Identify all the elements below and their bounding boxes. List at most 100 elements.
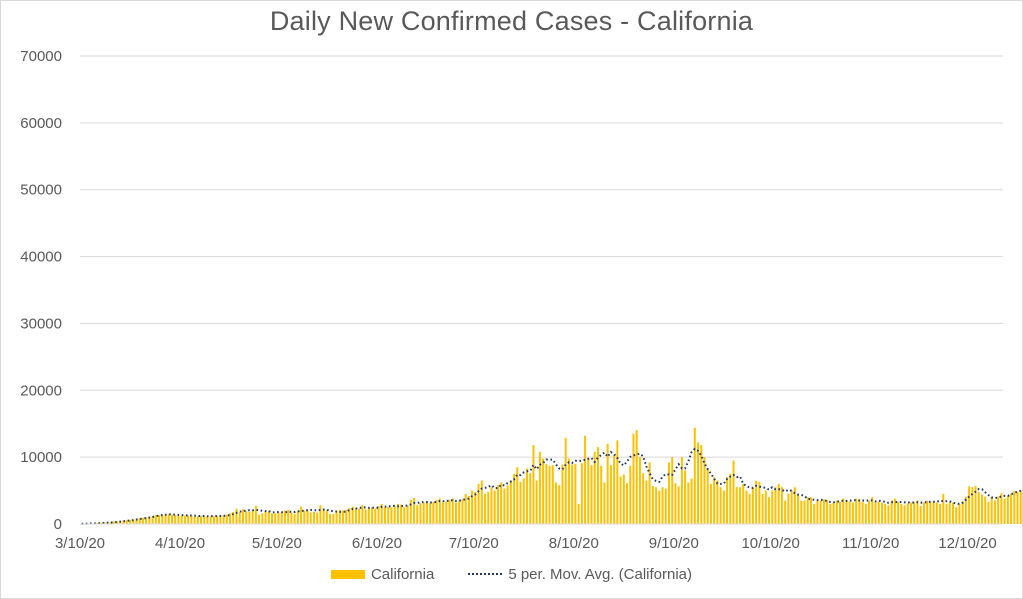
bar bbox=[790, 490, 793, 524]
bar bbox=[1016, 491, 1019, 524]
bar bbox=[141, 517, 144, 524]
bar bbox=[829, 503, 832, 524]
x-tick-label: 11/10/20 bbox=[842, 535, 899, 552]
x-tick-label: 3/10/20 bbox=[55, 535, 105, 552]
bar bbox=[751, 487, 754, 524]
bar bbox=[542, 458, 545, 524]
bar bbox=[719, 487, 722, 524]
bar bbox=[351, 506, 354, 524]
bar bbox=[732, 460, 735, 524]
bar bbox=[997, 496, 1000, 524]
x-axis-tick-labels: 3/10/20 4/10/20 5/10/20 6/10/20 7/10/20 8/10/… bbox=[55, 535, 997, 552]
bar bbox=[822, 499, 825, 524]
bar bbox=[632, 433, 635, 524]
bar bbox=[722, 490, 725, 524]
bar bbox=[509, 480, 512, 524]
bar bbox=[674, 483, 677, 524]
bar bbox=[413, 497, 416, 524]
legend-bar-swatch bbox=[330, 569, 365, 579]
bar bbox=[300, 506, 303, 524]
bar bbox=[545, 463, 548, 524]
bar bbox=[1010, 493, 1013, 524]
legend-label-moving-average: 5 per. Mov. Avg. (California) bbox=[508, 565, 693, 583]
y-tick-label: 0 bbox=[54, 516, 62, 533]
bar bbox=[793, 487, 796, 524]
bar bbox=[887, 505, 890, 524]
bar bbox=[942, 493, 945, 524]
bar bbox=[745, 490, 748, 524]
bar bbox=[261, 513, 264, 524]
bar bbox=[777, 483, 780, 524]
x-tick-label: 9/10/20 bbox=[649, 535, 699, 552]
bar bbox=[797, 493, 800, 524]
bar bbox=[742, 483, 745, 524]
bar bbox=[1000, 493, 1003, 524]
bar bbox=[484, 493, 487, 524]
bar bbox=[538, 451, 541, 524]
legend-line-swatch bbox=[468, 573, 503, 575]
bar bbox=[626, 483, 629, 524]
bar bbox=[558, 485, 561, 524]
bar bbox=[525, 468, 528, 524]
bar bbox=[622, 474, 625, 524]
bar bbox=[183, 515, 186, 524]
bar bbox=[338, 509, 341, 524]
bar bbox=[293, 513, 296, 524]
bar bbox=[419, 503, 422, 524]
bar bbox=[367, 507, 370, 524]
bar bbox=[567, 458, 570, 524]
bar bbox=[380, 503, 383, 524]
bar bbox=[893, 498, 896, 524]
bar bbox=[229, 513, 232, 524]
bar bbox=[729, 473, 732, 524]
bar bbox=[493, 490, 496, 524]
bar bbox=[442, 502, 445, 524]
bar bbox=[648, 462, 651, 524]
bar bbox=[768, 497, 771, 524]
bar bbox=[280, 511, 283, 524]
bar bbox=[897, 501, 900, 524]
legend-item-california: California bbox=[330, 566, 434, 583]
moving-average-line bbox=[81, 447, 1023, 525]
bar bbox=[416, 505, 419, 524]
bar bbox=[958, 503, 961, 524]
bar bbox=[345, 509, 348, 524]
bar bbox=[826, 499, 829, 524]
bar bbox=[390, 507, 393, 524]
bar bbox=[448, 499, 451, 524]
bar bbox=[132, 519, 135, 524]
bar bbox=[200, 515, 203, 524]
bar bbox=[984, 496, 987, 524]
y-tick-label: 30000 bbox=[20, 315, 62, 332]
bar bbox=[613, 454, 616, 524]
bar bbox=[697, 442, 700, 524]
bar bbox=[926, 500, 929, 524]
bar bbox=[832, 502, 835, 524]
bar bbox=[519, 481, 522, 524]
bar bbox=[848, 501, 851, 524]
bar bbox=[842, 498, 845, 524]
bar bbox=[913, 501, 916, 524]
bar bbox=[987, 501, 990, 524]
x-tick-label: 4/10/20 bbox=[155, 535, 205, 552]
bar bbox=[177, 515, 180, 524]
bar bbox=[974, 485, 977, 524]
bar bbox=[342, 510, 345, 524]
x-tick-label: 10/10/20 bbox=[741, 535, 799, 552]
bar bbox=[254, 505, 257, 524]
bar bbox=[990, 496, 993, 524]
bar bbox=[245, 511, 248, 524]
bar bbox=[393, 505, 396, 524]
bar bbox=[548, 465, 551, 524]
bar bbox=[135, 518, 138, 524]
bar bbox=[584, 435, 587, 524]
bar bbox=[590, 465, 593, 524]
bar bbox=[148, 516, 151, 524]
bar bbox=[551, 465, 554, 524]
bar bbox=[319, 505, 322, 524]
bar bbox=[303, 510, 306, 524]
bar bbox=[855, 498, 858, 524]
bar bbox=[845, 499, 848, 524]
bar bbox=[251, 509, 254, 524]
bar bbox=[774, 487, 777, 524]
